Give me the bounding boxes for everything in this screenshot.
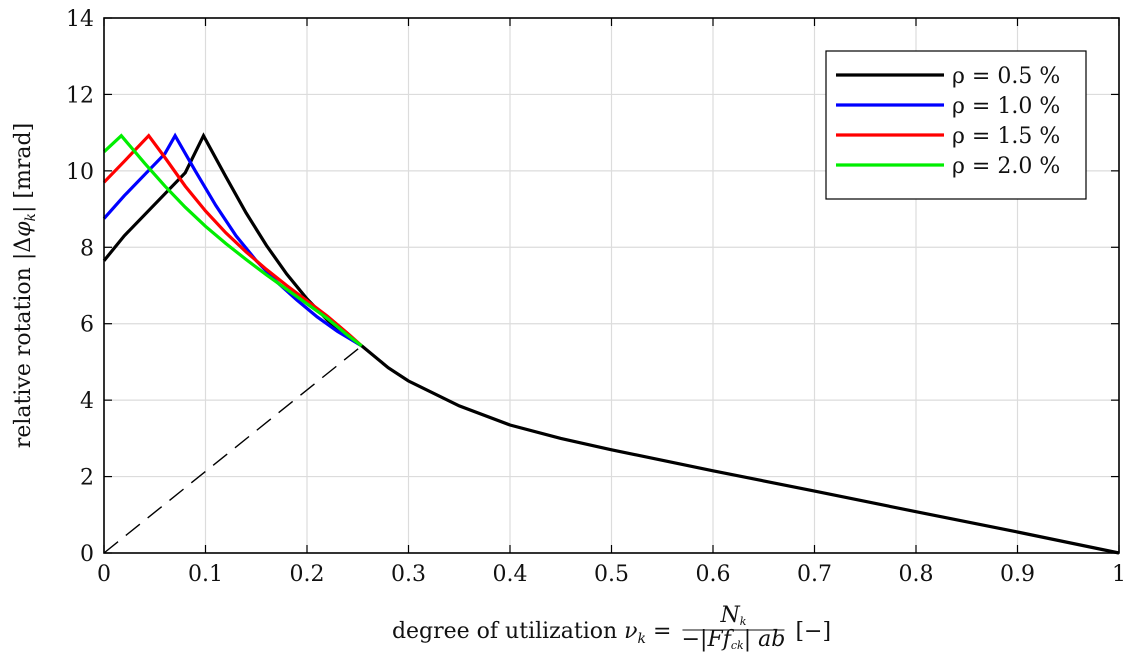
y-tick-label: 12 bbox=[66, 83, 94, 108]
x-tick-label: 0.7 bbox=[797, 562, 832, 587]
legend-label: ρ = 1.5 % bbox=[952, 124, 1060, 149]
svg-text:−|Ffck| ab: −|Ffck| ab bbox=[682, 627, 786, 652]
series-line bbox=[102, 133, 363, 348]
x-axis-label: degree of utilization νk = [−] bbox=[392, 619, 831, 647]
y-tick-label: 6 bbox=[80, 313, 94, 338]
y-axis-label: relative rotation |Δφk| [mrad] bbox=[11, 123, 39, 448]
series-line-common bbox=[360, 344, 1120, 555]
y-tick-label: 10 bbox=[66, 160, 94, 185]
x-tick-label: 1 bbox=[1112, 562, 1126, 587]
series-line bbox=[102, 132, 363, 348]
x-tick-label: 0.5 bbox=[594, 562, 629, 587]
y-tick-label: 4 bbox=[80, 389, 94, 414]
x-tick-label: 0.6 bbox=[696, 562, 731, 587]
legend-label: ρ = 0.5 % bbox=[952, 64, 1060, 89]
y-tick-label: 0 bbox=[80, 542, 94, 567]
y-tick-label: 8 bbox=[80, 236, 94, 261]
series-layer bbox=[102, 132, 1120, 555]
y-tick-label: 2 bbox=[80, 466, 94, 491]
x-tick-label: 0.4 bbox=[493, 562, 528, 587]
x-tick-label: 0.3 bbox=[391, 562, 426, 587]
x-tick-label: 0 bbox=[97, 562, 111, 587]
x-label-fraction: Nk −|Ffck| ab bbox=[682, 603, 786, 652]
svg-text:Nk: Nk bbox=[720, 603, 747, 628]
series-line bbox=[102, 133, 363, 348]
legend: ρ = 0.5 % ρ = 1.0 % ρ = 1.5 % ρ = 2.0 % bbox=[825, 50, 1087, 200]
x-tick-label: 0.2 bbox=[290, 562, 325, 587]
legend-label: ρ = 2.0 % bbox=[952, 154, 1060, 179]
legend-label: ρ = 1.0 % bbox=[952, 94, 1060, 119]
x-tick-label: 0.1 bbox=[188, 562, 223, 587]
x-tick-label: 0.9 bbox=[1000, 562, 1035, 587]
y-tick-label: 14 bbox=[66, 7, 94, 32]
x-tick-label: 0.8 bbox=[899, 562, 934, 587]
